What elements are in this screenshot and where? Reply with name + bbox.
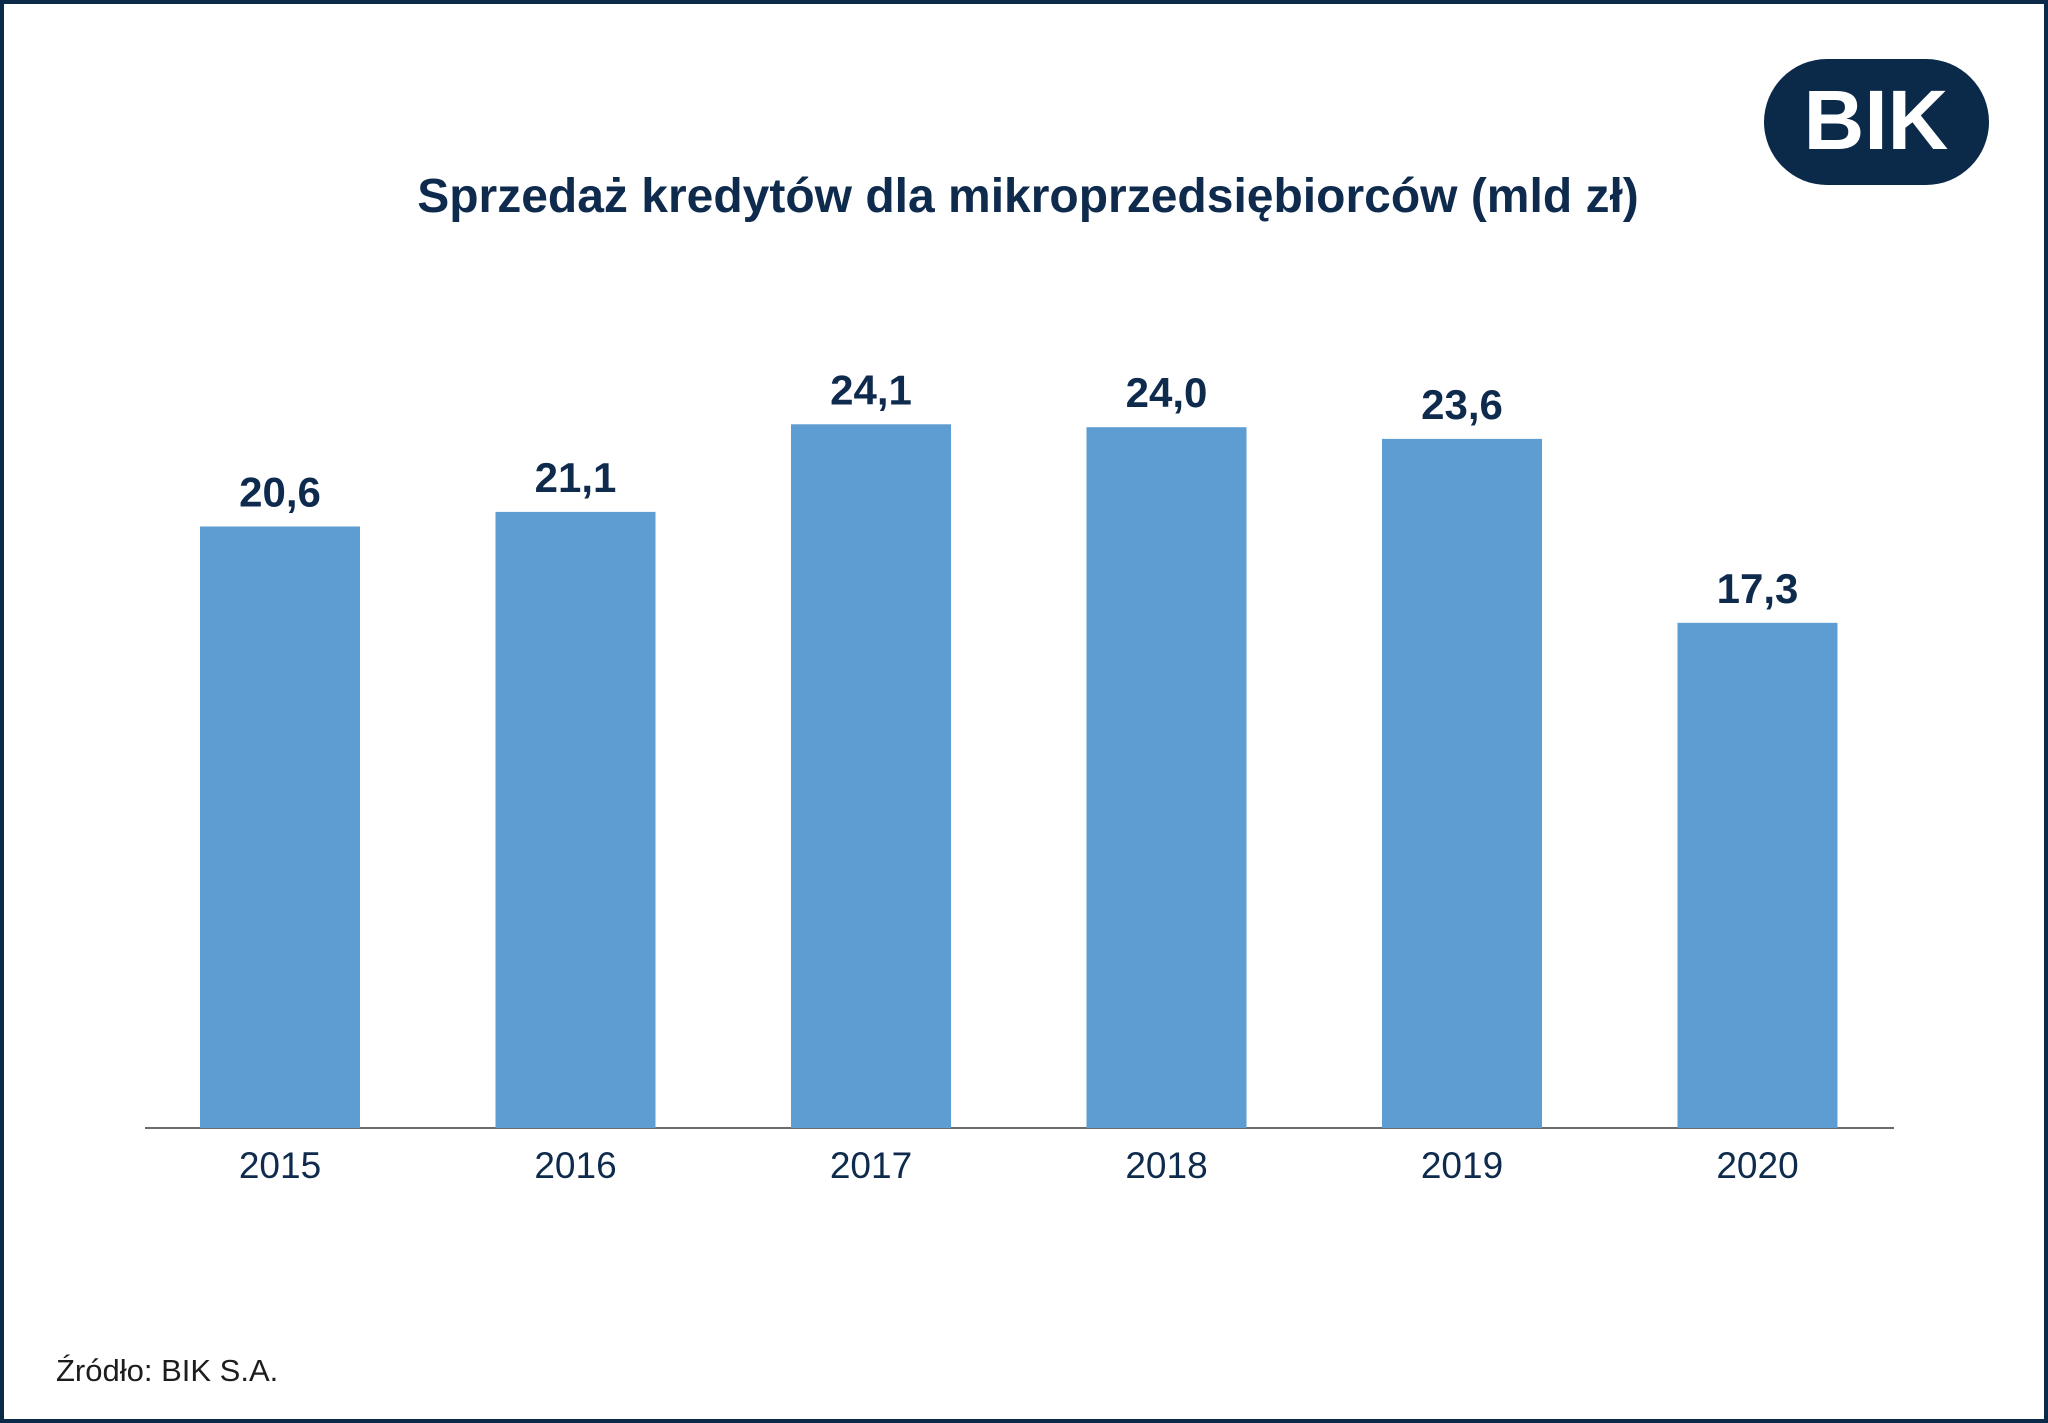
source-note: Źródło: BIK S.A.: [56, 1353, 279, 1388]
bik-logo: BIK: [1764, 59, 1989, 185]
data-label-2020: 17,3: [1717, 565, 1799, 612]
data-label-2017: 24,1: [830, 366, 912, 413]
x-tick-label-2019: 2019: [1421, 1145, 1503, 1186]
bar-2018: [1086, 427, 1247, 1128]
data-label-2015: 20,6: [239, 468, 321, 515]
bar-2017: [791, 424, 951, 1128]
x-tick-label-2016: 2016: [534, 1145, 616, 1186]
bar-2015: [200, 526, 360, 1128]
bar-2016: [495, 511, 656, 1128]
data-label-2018: 24,0: [1126, 369, 1208, 416]
bar-chart: 20,6 2015 21,1 2016 24,1 2017 24,0 2018 23,6 2019…: [145, 366, 1894, 1186]
x-tick-label-2015: 2015: [239, 1145, 321, 1186]
x-tick-label-2018: 2018: [1125, 1145, 1207, 1186]
bar-2019: [1382, 438, 1542, 1128]
data-label-2016: 21,1: [535, 454, 617, 501]
chart-title: Sprzedaż kredytów dla mikroprzedsiębiorc…: [417, 170, 1639, 223]
x-tick-label-2017: 2017: [830, 1145, 912, 1186]
bar-2020: [1677, 622, 1838, 1128]
x-tick-label-2020: 2020: [1716, 1145, 1798, 1186]
data-label-2019: 23,6: [1421, 381, 1503, 428]
logo-text: BIK: [1804, 73, 1949, 167]
